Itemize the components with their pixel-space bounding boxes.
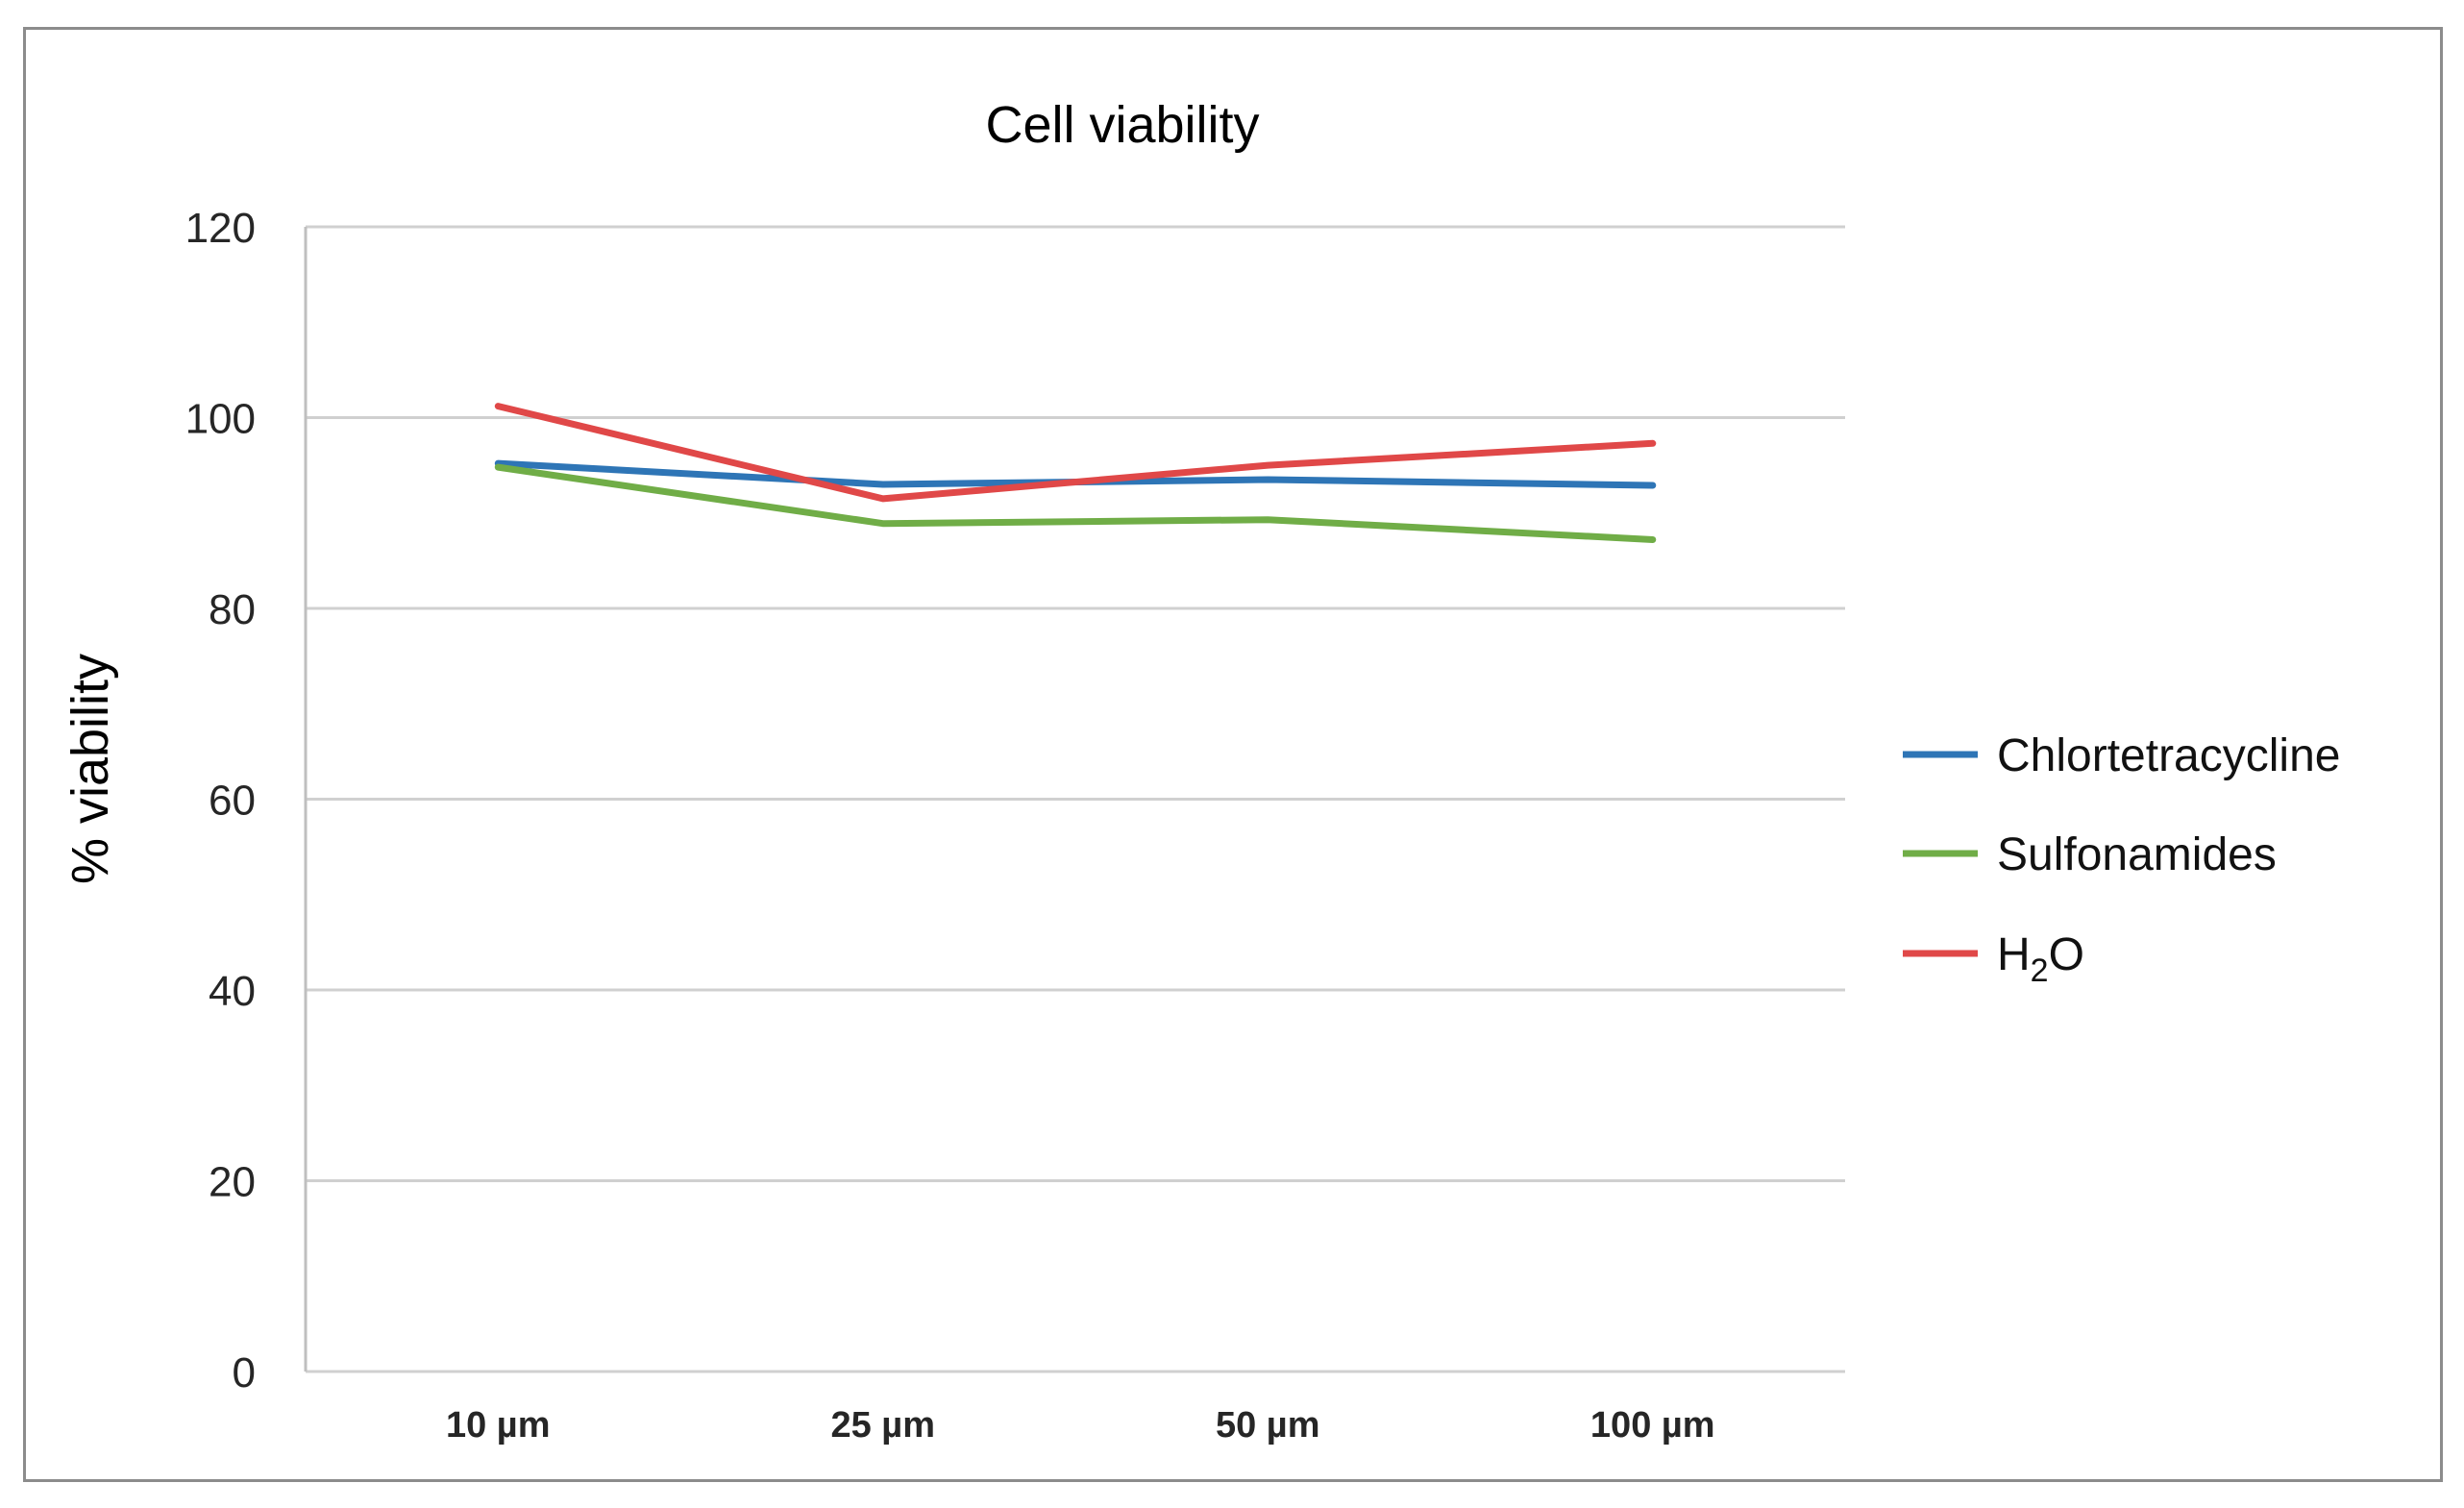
x-tick-label: 10 µm	[446, 1405, 551, 1446]
y-tick-label: 120	[185, 205, 256, 252]
chart-frame	[23, 27, 2443, 1482]
y-tick-label: 60	[209, 778, 256, 825]
y-tick-label: 80	[209, 586, 256, 633]
x-axis-ticks: 10 µm 25 µm 50 µm 100 µm	[446, 1405, 1715, 1446]
y-tick-label: 0	[233, 1349, 256, 1397]
y-axis-label: % viability	[62, 654, 119, 884]
y-tick-label: 40	[209, 968, 256, 1015]
legend-label-sulfonamides: Sulfonamides	[1997, 829, 2277, 880]
legend-label-h2o: H2O	[1997, 929, 2084, 989]
gridlines	[304, 225, 1845, 1373]
y-tick-label: 100	[185, 396, 256, 443]
y-tick-label: 20	[209, 1159, 256, 1206]
series-line-h2o	[494, 403, 1657, 503]
x-tick-label: 100 µm	[1590, 1405, 1715, 1446]
series-lines	[494, 403, 1657, 543]
y-axis-ticks: 0 20 40 60 80 100 120	[185, 205, 256, 1397]
x-tick-label: 50 µm	[1216, 1405, 1320, 1446]
series-line-sulfonamides	[494, 463, 1657, 543]
legend: Chlortetracycline Sulfonamides H2O	[1903, 730, 2340, 989]
legend-label-chlortetracycline: Chlortetracycline	[1997, 730, 2340, 781]
x-tick-label: 25 µm	[830, 1405, 935, 1446]
chart-title: Cell viability	[985, 96, 1259, 154]
